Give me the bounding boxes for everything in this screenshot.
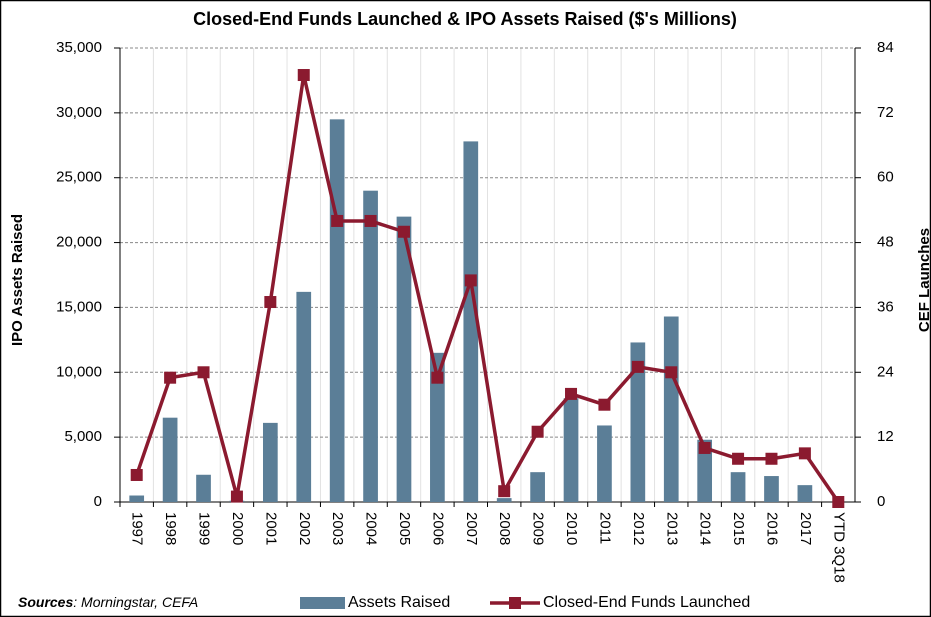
marker: [130, 468, 143, 481]
y2-tick-label: 36: [877, 298, 894, 315]
y-tick-label: 30,000: [56, 104, 102, 121]
legend-label: Closed-End Funds Launched: [543, 594, 750, 611]
bar: [129, 495, 145, 502]
source: Sources: Morningstar, CEFA: [18, 594, 198, 610]
x-tick-label: 2002: [296, 512, 313, 545]
y2-tick-label: 72: [877, 104, 894, 121]
marker: [164, 371, 177, 384]
legend-label: Assets Raised: [348, 594, 450, 611]
marker: [798, 447, 811, 460]
bar: [797, 485, 813, 502]
x-tick-label: 2014: [697, 512, 714, 545]
marker: [631, 360, 644, 373]
y2-tick-label: 60: [877, 169, 894, 186]
marker: [431, 371, 444, 384]
bar: [329, 119, 345, 502]
x-tick-label: 2017: [797, 512, 814, 545]
x-tick-label: 1998: [162, 512, 179, 545]
x-tick-label: 2016: [764, 512, 781, 545]
y-tick-label: 25,000: [56, 169, 102, 186]
x-tick-label: 2009: [530, 512, 547, 545]
x-tick-label: 2011: [596, 512, 613, 544]
bar: [563, 398, 579, 502]
x-tick-label: 1997: [129, 512, 146, 545]
marker: [264, 296, 277, 309]
marker: [364, 214, 377, 227]
marker: [698, 441, 711, 454]
x-tick-label: 2005: [396, 512, 413, 545]
y2-tick-label: 48: [877, 234, 894, 251]
bar: [597, 425, 612, 502]
bar: [430, 352, 445, 502]
x-tick-label: 2013: [663, 512, 680, 545]
y2-tick-label: 12: [877, 428, 894, 445]
marker: [197, 366, 210, 379]
bar: [463, 141, 479, 502]
marker: [732, 452, 745, 465]
y2-tick-label: 84: [877, 39, 894, 56]
bar: [663, 316, 679, 502]
y-tick-label: 0: [94, 493, 102, 510]
bar: [262, 422, 278, 502]
bar: [162, 417, 178, 502]
y2-axis-label: CEF Launches: [916, 228, 931, 332]
y-tick-label: 5,000: [64, 428, 102, 445]
bar: [530, 472, 545, 502]
y-tick-label: 35,000: [56, 39, 102, 56]
bar: [730, 472, 746, 502]
x-tick-label: 2010: [563, 512, 580, 545]
x-tick-label: YTD 3Q18: [830, 512, 847, 583]
source-text: : Morningstar, CEFA: [73, 594, 198, 610]
bar: [296, 291, 312, 502]
y-tick-label: 20,000: [56, 234, 102, 251]
x-tick-label: 2004: [363, 512, 380, 545]
y2-tick-label: 24: [877, 363, 894, 380]
x-tick-label: 2015: [730, 512, 747, 545]
marker: [565, 387, 578, 400]
x-tick-label: 2000: [229, 512, 246, 545]
bar: [196, 474, 211, 502]
source-label: Sources: [18, 594, 73, 610]
x-tick-label: 2003: [329, 512, 346, 545]
x-tick-label: 2006: [429, 512, 446, 545]
marker: [297, 69, 310, 82]
marker: [832, 496, 845, 508]
y-tick-label: 10,000: [56, 363, 102, 380]
y2-tick-label: 0: [877, 493, 885, 510]
bar: [363, 190, 378, 502]
bar: [496, 498, 512, 502]
bar: [764, 476, 779, 502]
legend-swatch: [300, 597, 345, 609]
x-tick-label: 2001: [262, 512, 279, 545]
marker: [230, 490, 243, 503]
marker: [531, 425, 544, 438]
marker: [765, 452, 778, 465]
x-tick-label: 1999: [196, 512, 213, 545]
bar: [697, 439, 713, 502]
chart-title: Closed-End Funds Launched & IPO Assets R…: [193, 9, 737, 29]
marker: [498, 485, 511, 498]
marker: [665, 366, 678, 379]
bar: [630, 342, 646, 502]
marker: [598, 398, 611, 411]
y-tick-label: 15,000: [56, 298, 102, 315]
marker: [464, 274, 477, 287]
x-tick-label: 2008: [496, 512, 513, 545]
x-tick-label: 2007: [463, 512, 480, 545]
marker: [331, 214, 344, 227]
bar: [396, 216, 412, 502]
y-axis-label: IPO Assets Raised: [9, 214, 26, 346]
line: [135, 74, 840, 503]
legend-marker: [509, 597, 521, 609]
marker: [397, 225, 410, 238]
x-tick-label: 2012: [630, 512, 647, 545]
